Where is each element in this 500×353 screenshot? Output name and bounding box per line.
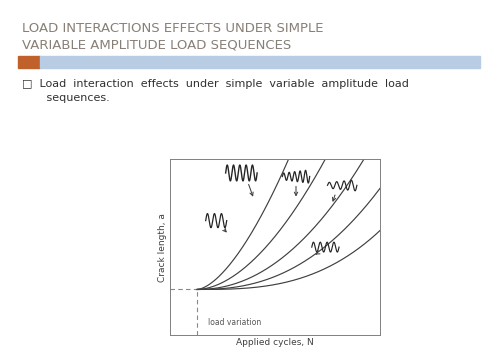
Text: sequences.: sequences. [22, 93, 110, 103]
X-axis label: Applied cycles, N: Applied cycles, N [236, 338, 314, 347]
Text: LOAD INTERACTIONS EFFECTS UNDER SIMPLE: LOAD INTERACTIONS EFFECTS UNDER SIMPLE [22, 22, 324, 35]
Text: □  Load  interaction  effects  under  simple  variable  amplitude  load: □ Load interaction effects under simple … [22, 79, 409, 89]
Y-axis label: Crack length, a: Crack length, a [158, 213, 167, 282]
Bar [18, 56, 40, 68]
Text: VARIABLE AMPLITUDE LOAD SEQUENCES: VARIABLE AMPLITUDE LOAD SEQUENCES [22, 38, 291, 51]
Bar [40, 56, 480, 68]
Text: load variation: load variation [208, 318, 261, 327]
